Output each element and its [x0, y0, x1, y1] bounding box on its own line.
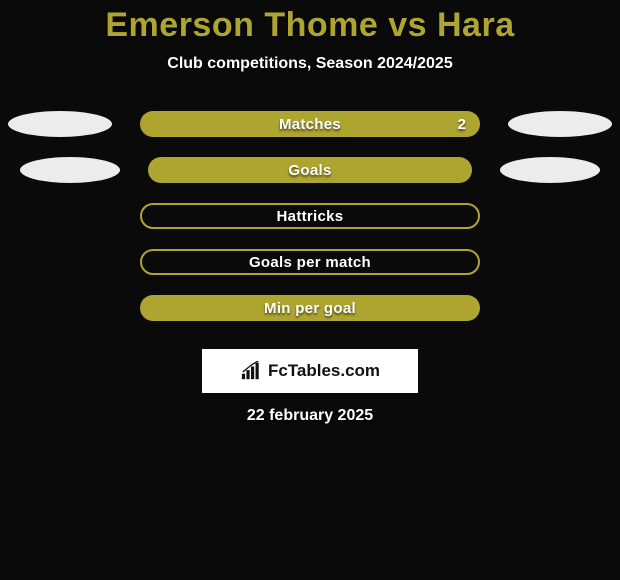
- subtitle: Club competitions, Season 2024/2025: [0, 55, 620, 73]
- stat-pill: Min per goal: [140, 295, 480, 321]
- stat-rows: Matches 2 Goals Hattricks Goals p: [0, 111, 620, 321]
- stat-row-matches: Matches 2: [0, 111, 620, 137]
- stat-pill: Goals per match: [140, 249, 480, 275]
- stat-label: Hattricks: [277, 208, 344, 225]
- stat-label: Matches: [279, 116, 341, 133]
- player2-name: Hara: [437, 6, 515, 44]
- left-marker: [8, 111, 112, 137]
- page-title: Emerson Thome vs Hara: [0, 6, 620, 45]
- stat-row-hattricks: Hattricks: [0, 203, 620, 229]
- stat-value: 2: [458, 116, 466, 133]
- logo-box: FcTables.com: [202, 349, 418, 393]
- stat-pill: Hattricks: [140, 203, 480, 229]
- stat-row-min-per-goal: Min per goal: [0, 295, 620, 321]
- left-marker: [20, 157, 120, 183]
- bar-chart-icon: [240, 361, 262, 381]
- stat-label: Goals: [288, 162, 331, 179]
- stat-row-goals-per-match: Goals per match: [0, 249, 620, 275]
- vs-separator: vs: [388, 6, 427, 44]
- date-text: 22 february 2025: [0, 407, 620, 425]
- logo-text: FcTables.com: [268, 361, 380, 381]
- stat-label: Goals per match: [249, 254, 371, 271]
- stat-label: Min per goal: [264, 300, 356, 317]
- right-marker: [500, 157, 600, 183]
- stat-pill: Goals: [148, 157, 472, 183]
- stat-pill: Matches 2: [140, 111, 480, 137]
- player1-name: Emerson Thome: [105, 6, 378, 44]
- comparison-card: Emerson Thome vs Hara Club competitions,…: [0, 0, 620, 425]
- stat-row-goals: Goals: [0, 157, 620, 183]
- right-marker: [508, 111, 612, 137]
